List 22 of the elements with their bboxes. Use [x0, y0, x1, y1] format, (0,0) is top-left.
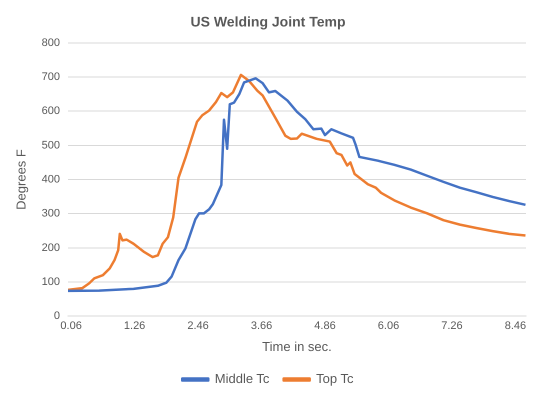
chart-title: US Welding Joint Temp — [190, 13, 346, 30]
y-axis-title: Degrees F — [13, 149, 28, 210]
x-tick-label: 2.46 — [187, 320, 209, 332]
y-tick-label: 400 — [42, 174, 60, 186]
x-axis-title: Time in sec. — [262, 338, 332, 354]
x-tick-label: 0.06 — [60, 320, 82, 332]
y-tick-label: 200 — [42, 242, 60, 254]
x-tick-label: 6.06 — [378, 320, 400, 332]
legend-label: Middle Tc — [214, 371, 270, 386]
y-tick-label: 500 — [42, 139, 60, 152]
y-tick-label: 100 — [42, 276, 60, 288]
y-tick-label: 700 — [42, 71, 60, 84]
x-tick-label: 3.66 — [250, 320, 272, 332]
x-tick-label: 7.26 — [441, 320, 463, 332]
x-tick-label: 8.46 — [504, 320, 526, 332]
y-tick-label: 600 — [42, 105, 60, 118]
y-tick-label: 300 — [42, 208, 60, 220]
x-tick-label: 4.86 — [314, 320, 336, 332]
legend-label: Top Tc — [316, 371, 354, 386]
y-tick-label: 0 — [54, 310, 60, 322]
x-tick-label: 1.26 — [124, 320, 146, 332]
y-tick-label: 800 — [42, 36, 60, 49]
